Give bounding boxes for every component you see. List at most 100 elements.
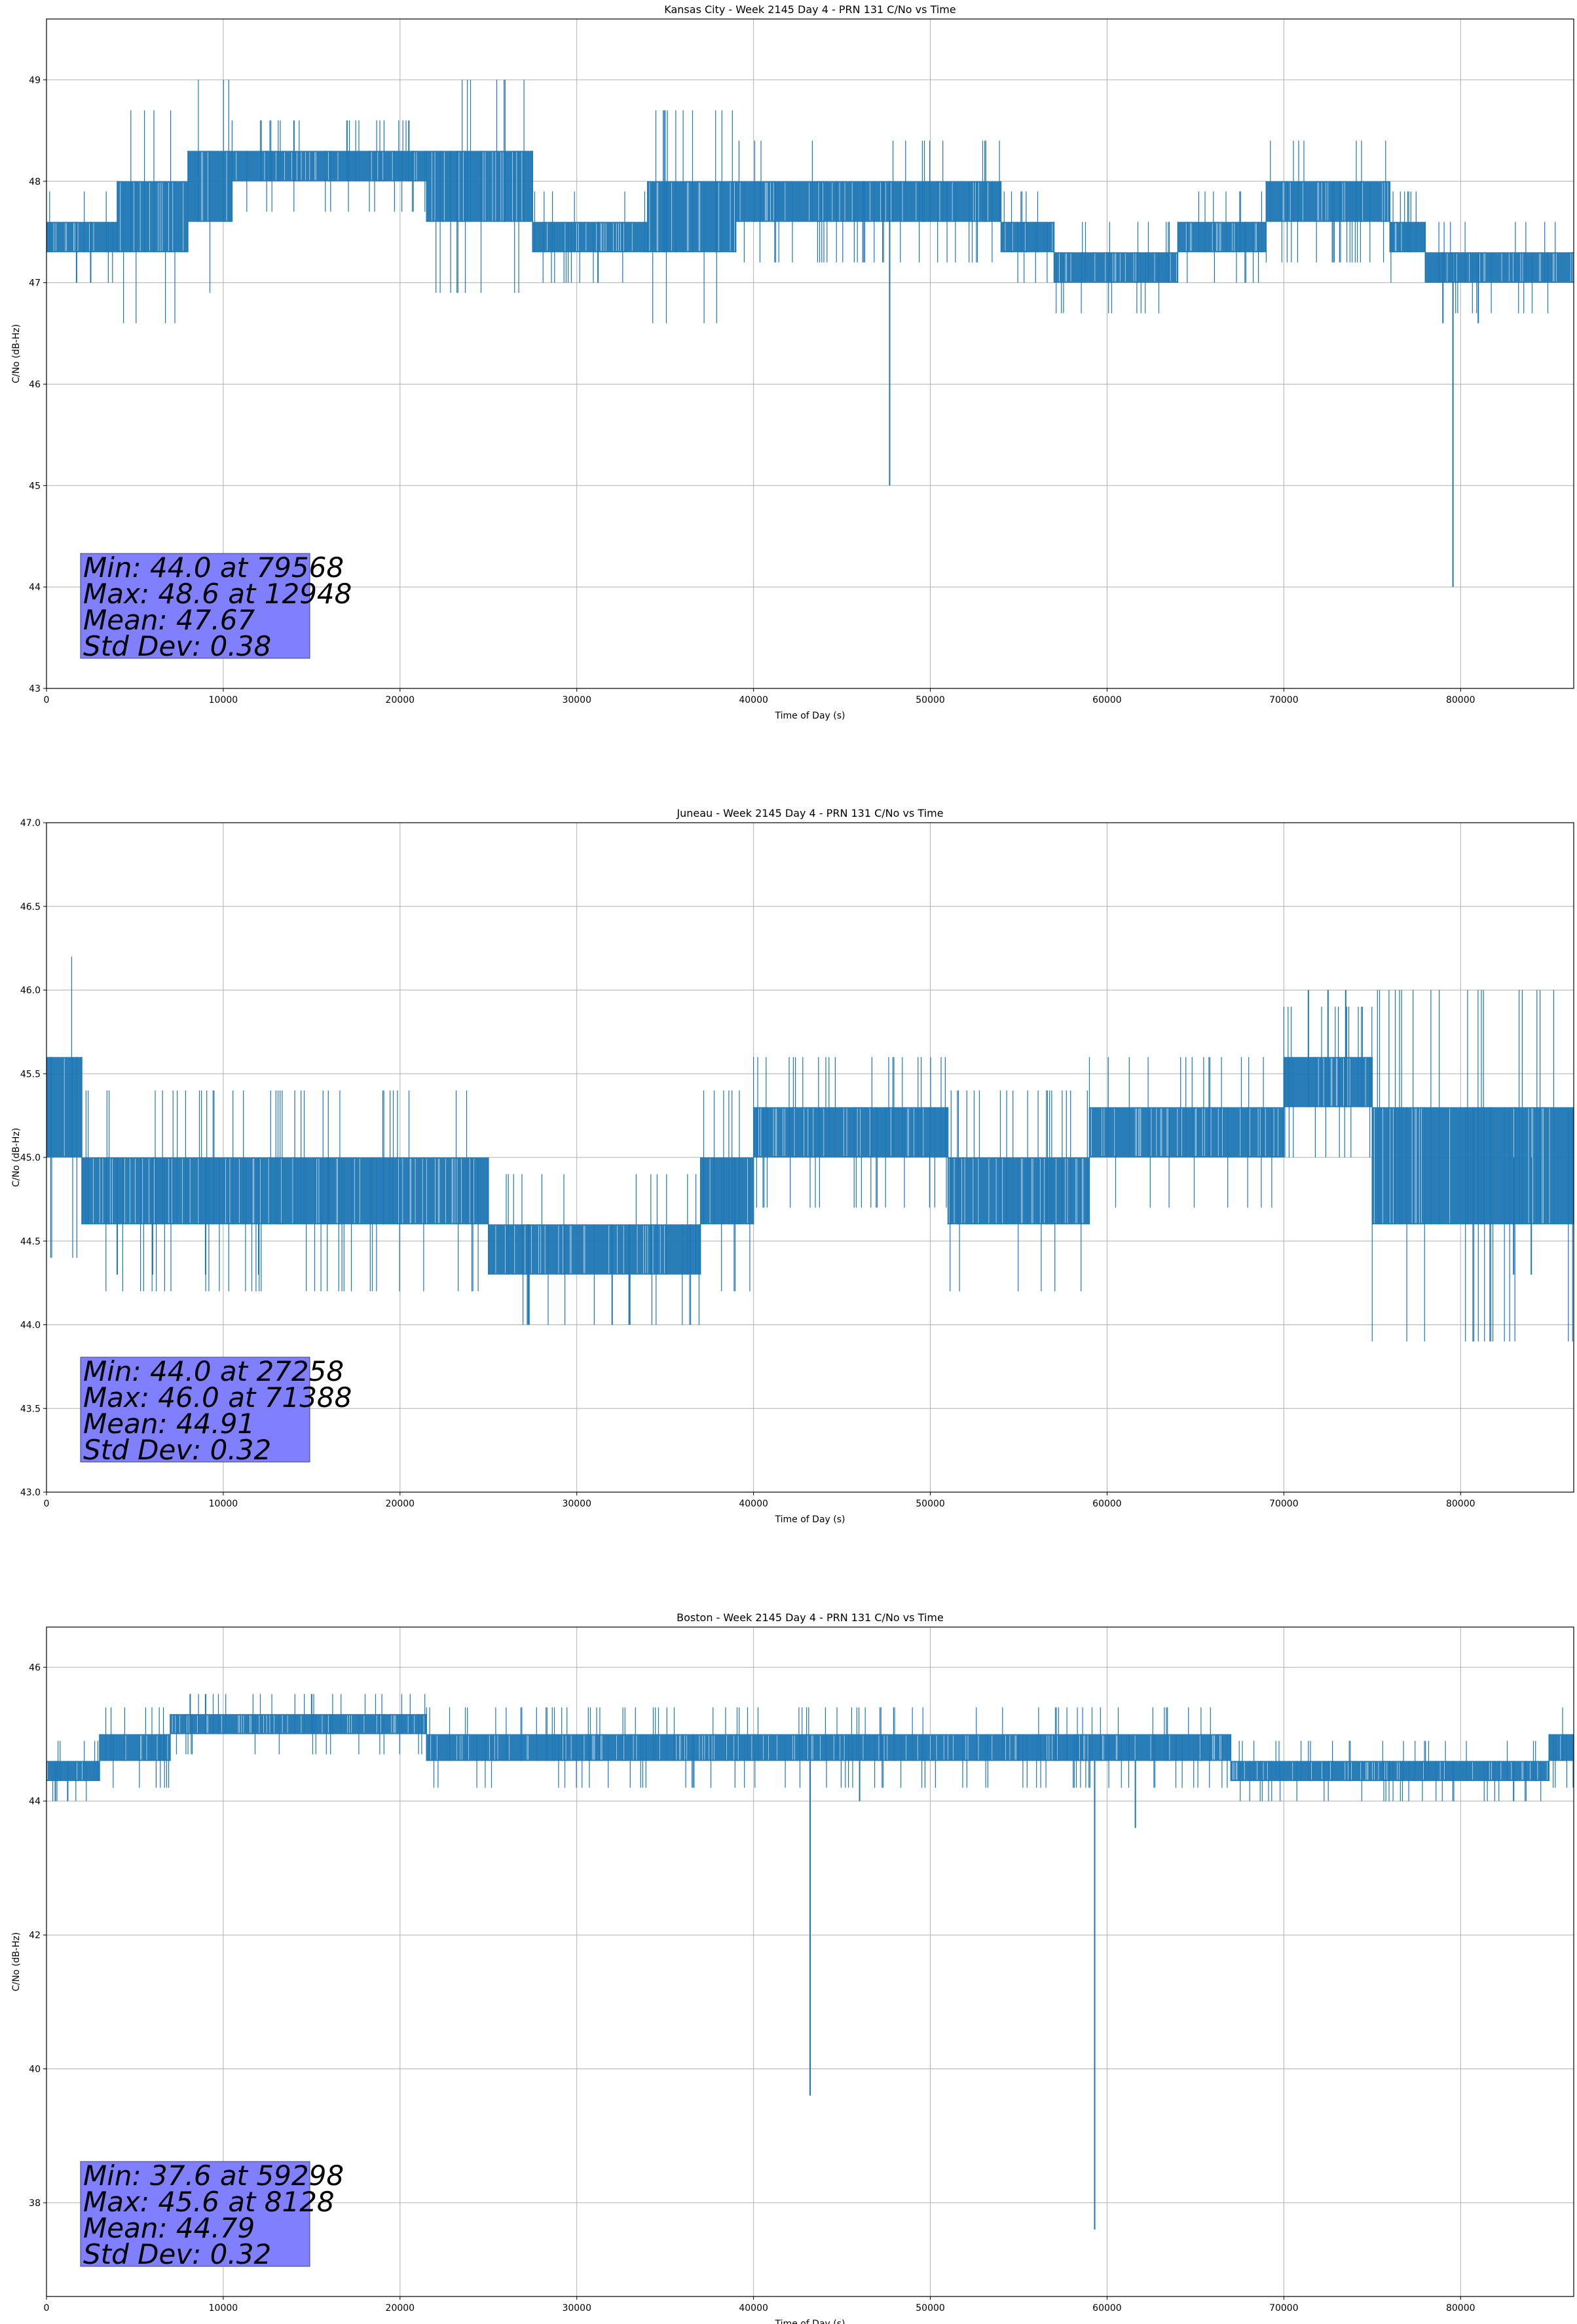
y-tick-label: 45 <box>29 481 41 491</box>
x-tick-label: 80000 <box>1446 1499 1475 1509</box>
y-tick-label: 43 <box>29 684 41 694</box>
axes-frame <box>46 18 1574 689</box>
data-band <box>735 181 931 222</box>
x-axis-label: Time of Day (s) <box>775 711 845 721</box>
x-axis-label: Time of Day (s) <box>775 2319 845 2324</box>
y-tick-label: 45.5 <box>20 1069 41 1079</box>
x-tick-label: 50000 <box>916 695 945 705</box>
x-tick-label: 40000 <box>739 695 768 705</box>
x-tick-label: 40000 <box>739 2303 768 2314</box>
data-jitter <box>85 1090 186 1292</box>
data-band <box>1390 1761 1549 1782</box>
stats-line: Mean: 44.79 <box>83 2212 255 2244</box>
data-jitter <box>1022 1707 1228 1788</box>
y-tick-label: 46 <box>29 1662 41 1673</box>
y-tick-label: 38 <box>29 2198 41 2209</box>
y-axis-label: C/No (dB-Hz) <box>11 1932 22 1991</box>
y-tick-label: 40 <box>29 2065 41 2075</box>
x-tick-label: 30000 <box>562 1499 591 1509</box>
x-axis-label: Time of Day (s) <box>775 1514 845 1525</box>
stats-line: Min: 44.0 at 27258 <box>83 1355 344 1387</box>
data-jitter <box>1553 1707 1574 1788</box>
y-tick-label: 43.5 <box>20 1404 41 1414</box>
chart-title: Boston - Week 2145 Day 4 - PRN 131 C/No … <box>677 1611 944 1624</box>
data-jitter <box>937 140 1000 263</box>
data-band <box>930 181 1001 222</box>
data-band <box>1018 1734 1231 1761</box>
data-jitter <box>49 191 113 283</box>
data-band <box>1178 221 1267 253</box>
y-tick-label: 44.0 <box>20 1321 41 1331</box>
stats-line: Max: 45.6 at 8128 <box>83 2186 335 2218</box>
data-band <box>1372 1107 1479 1225</box>
data-jitter <box>806 1707 1003 1788</box>
y-tick-label: 47.0 <box>20 818 41 829</box>
data-band <box>1425 252 1574 283</box>
data-jitter <box>1187 191 1262 283</box>
data-jitter <box>1003 191 1048 283</box>
x-tick-label: 80000 <box>1446 695 1475 705</box>
x-tick-label: 70000 <box>1269 695 1299 705</box>
x-tick-label: 40000 <box>739 1499 768 1509</box>
y-tick-label: 45.0 <box>20 1153 41 1163</box>
x-tick-label: 20000 <box>386 2303 415 2314</box>
x-tick-label: 0 <box>44 2303 50 2314</box>
x-tick-label: 60000 <box>1092 2303 1122 2314</box>
y-tick-label: 43.0 <box>20 1488 41 1498</box>
y-tick-label: 42 <box>29 1930 41 1941</box>
data-jitter <box>582 1707 803 1788</box>
data-band <box>948 1157 1090 1225</box>
chart-title: Juneau - Week 2145 Day 4 - PRN 131 C/No … <box>676 807 943 819</box>
data-jitter <box>123 110 176 324</box>
data-jitter <box>652 110 733 324</box>
data-band <box>46 221 117 253</box>
y-tick-label: 46.0 <box>20 986 41 996</box>
data-jitter <box>738 140 931 263</box>
y-tick-label: 47 <box>29 278 41 289</box>
data-jitter <box>1438 221 1556 314</box>
x-tick-label: 50000 <box>916 1499 945 1509</box>
x-tick-label: 80000 <box>1446 2303 1475 2314</box>
stats-box <box>80 2161 310 2267</box>
x-tick-label: 30000 <box>562 695 591 705</box>
stats-line: Mean: 44.91 <box>83 1408 255 1440</box>
data-band <box>426 1734 577 1761</box>
stats-line: Std Dev: 0.32 <box>83 2238 271 2270</box>
x-tick-label: 0 <box>44 695 50 705</box>
data-jitter <box>50 956 77 1258</box>
data-jitter <box>198 79 229 293</box>
data-jitter <box>703 1090 751 1292</box>
x-tick-label: 10000 <box>209 695 238 705</box>
x-tick-label: 70000 <box>1269 1499 1299 1509</box>
data-band <box>1001 221 1054 253</box>
data-band <box>1549 1734 1574 1761</box>
stats-line: Min: 44.0 at 79568 <box>83 552 344 584</box>
axes-frame <box>46 1626 1574 2297</box>
x-tick-label: 30000 <box>562 2303 591 2314</box>
y-axis-label: C/No (dB-Hz) <box>11 324 22 383</box>
data-jitter <box>338 1090 479 1292</box>
data-jitter <box>1238 1740 1390 1801</box>
data-band <box>700 1157 754 1225</box>
x-tick-label: 60000 <box>1092 695 1122 705</box>
data-jitter <box>1056 221 1170 314</box>
x-tick-label: 20000 <box>386 1499 415 1509</box>
chart-panel-0: 0 10000 20000 30000 40000 50000 60000 70000 8000… <box>11 3 1574 721</box>
x-tick-label: 0 <box>44 1499 50 1509</box>
data-jitter <box>436 79 525 293</box>
chart-panel-2: 0 10000 20000 30000 40000 50000 60000 70000 8000… <box>11 1611 1574 2324</box>
y-tick-label: 49 <box>29 75 41 86</box>
y-axis-label: C/No (dB-Hz) <box>11 1128 22 1187</box>
stats-line: Max: 46.0 at 71388 <box>83 1381 352 1414</box>
data-band <box>532 221 648 253</box>
stats-line: Std Dev: 0.38 <box>83 630 271 662</box>
x-tick-label: 10000 <box>209 1499 238 1509</box>
data-band <box>117 181 188 253</box>
stats-box <box>80 553 310 659</box>
data-jitter <box>506 1174 699 1325</box>
chart-panel-1: 0 10000 20000 30000 40000 50000 60000 70000 8000… <box>11 807 1574 1525</box>
chart-title: Kansas City - Week 2145 Day 4 - PRN 131 … <box>664 3 955 16</box>
data-band <box>46 1761 100 1782</box>
x-tick-label: 50000 <box>916 2303 945 2314</box>
